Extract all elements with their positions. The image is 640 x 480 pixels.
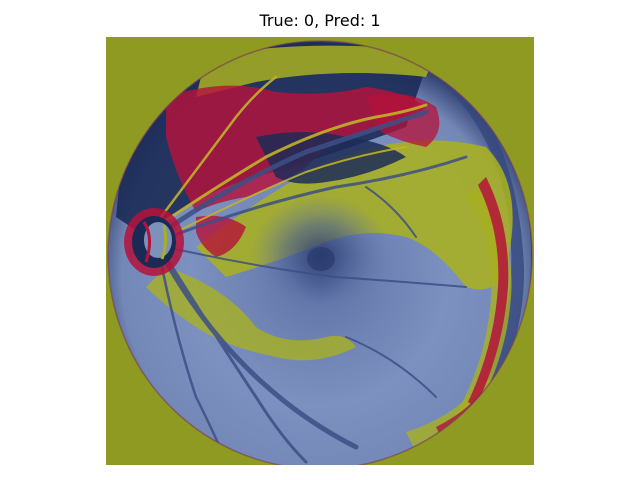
image-axes (106, 37, 534, 465)
plot-title: True: 0, Pred: 1 (259, 11, 381, 30)
fundus-image (106, 37, 534, 465)
optic-disc (124, 208, 184, 276)
